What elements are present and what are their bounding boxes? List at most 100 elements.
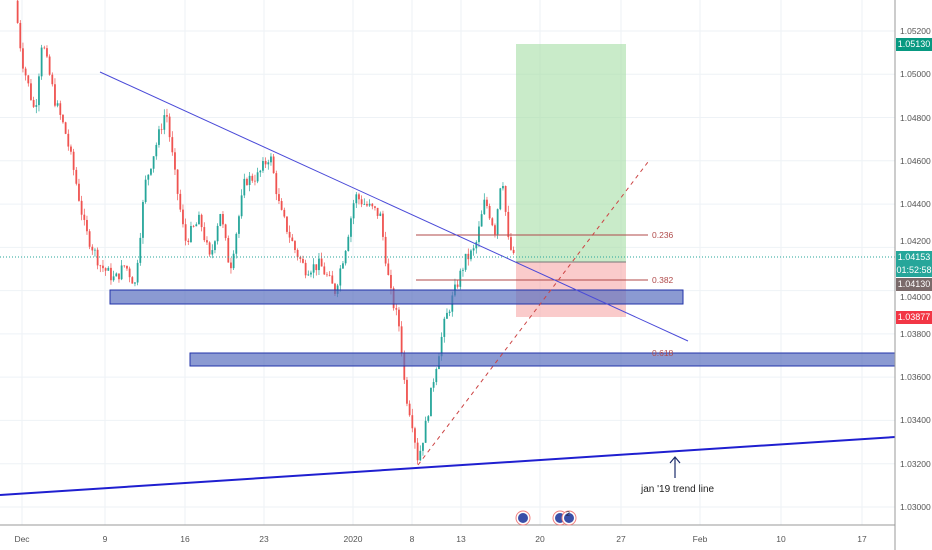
candle xyxy=(360,195,363,208)
candle xyxy=(400,321,403,357)
candle xyxy=(64,121,67,135)
bar-countdown-label: 01:52:58 xyxy=(896,264,932,277)
candle xyxy=(307,270,310,276)
trendline-annotation[interactable]: jan '19 trend line xyxy=(641,484,715,495)
candle xyxy=(246,177,248,186)
candle xyxy=(323,262,326,275)
candle xyxy=(238,214,240,238)
candle xyxy=(211,244,214,259)
candle xyxy=(118,273,120,283)
candle xyxy=(147,174,150,186)
candle xyxy=(192,224,195,228)
candle xyxy=(171,131,174,156)
candle xyxy=(155,142,158,160)
candle xyxy=(435,367,438,386)
candle xyxy=(358,192,360,205)
candle xyxy=(387,258,390,276)
candle xyxy=(411,408,414,433)
candle xyxy=(310,270,312,278)
candle xyxy=(131,276,134,284)
candle xyxy=(70,144,72,155)
candle xyxy=(235,232,238,259)
candle xyxy=(179,189,182,213)
candle xyxy=(51,72,54,87)
candle xyxy=(470,249,472,262)
candle xyxy=(32,96,35,109)
candle xyxy=(272,154,275,174)
candle xyxy=(182,204,184,228)
candle xyxy=(206,236,208,246)
candle xyxy=(288,225,291,243)
support-zone-lower[interactable] xyxy=(189,352,896,367)
candle xyxy=(262,157,264,173)
candle xyxy=(315,264,318,276)
candle xyxy=(16,0,19,24)
candle xyxy=(398,307,400,332)
candle xyxy=(83,208,86,226)
candle xyxy=(374,205,376,211)
candle xyxy=(326,272,328,277)
candle xyxy=(320,252,323,267)
economic-event-group-icon[interactable] xyxy=(552,510,577,526)
candle xyxy=(123,265,126,268)
candle xyxy=(184,218,187,246)
candle xyxy=(304,259,307,279)
candle xyxy=(491,217,494,227)
candle xyxy=(208,241,211,257)
candle xyxy=(102,259,104,272)
time-tick: 8 xyxy=(409,534,415,544)
price-tick: 1.03000 xyxy=(900,501,931,512)
candle xyxy=(475,240,478,254)
time-tick: 27 xyxy=(616,534,626,544)
candle xyxy=(478,221,480,247)
candle xyxy=(160,123,163,135)
long-target-zone[interactable] xyxy=(516,44,626,262)
price-tick: 1.03600 xyxy=(900,372,931,383)
candle xyxy=(379,211,382,217)
candle xyxy=(251,173,254,183)
candle xyxy=(166,108,168,123)
candle xyxy=(56,100,59,108)
economic-event-icon[interactable] xyxy=(515,510,531,526)
candle xyxy=(24,66,27,81)
candle xyxy=(278,188,280,204)
candle xyxy=(259,169,262,177)
descending-trendline[interactable] xyxy=(99,71,689,342)
stop-price-label: 1.03877 xyxy=(896,311,932,324)
price-tick: 1.04200 xyxy=(900,236,931,247)
candle xyxy=(38,73,40,112)
candle xyxy=(43,45,46,50)
candle xyxy=(27,74,30,87)
candle xyxy=(430,387,432,417)
fib-label-0236: 0.236 xyxy=(652,230,674,240)
candle xyxy=(291,234,294,242)
candle xyxy=(174,148,176,175)
candle xyxy=(480,210,483,227)
time-tick: 23 xyxy=(259,534,269,544)
candle xyxy=(120,260,123,281)
candle xyxy=(136,259,139,286)
candle xyxy=(126,265,128,271)
time-tick: 10 xyxy=(776,534,786,544)
candle xyxy=(432,378,435,392)
time-tick: 2020 xyxy=(343,534,363,544)
candle xyxy=(414,426,416,449)
candle xyxy=(376,207,379,219)
candle xyxy=(419,445,422,461)
candle xyxy=(507,205,510,240)
candle xyxy=(294,240,296,254)
candle xyxy=(366,201,368,207)
candle xyxy=(59,100,62,120)
jan19-trendline[interactable] xyxy=(0,436,896,496)
candle xyxy=(256,167,259,184)
support-zone-upper[interactable] xyxy=(109,289,684,305)
price-tick: 1.03800 xyxy=(900,328,931,339)
candle xyxy=(214,240,216,254)
candle xyxy=(139,232,142,266)
candle xyxy=(86,215,88,235)
candle xyxy=(459,268,462,290)
candle xyxy=(243,173,246,199)
candle xyxy=(280,198,283,211)
candle xyxy=(222,211,224,228)
